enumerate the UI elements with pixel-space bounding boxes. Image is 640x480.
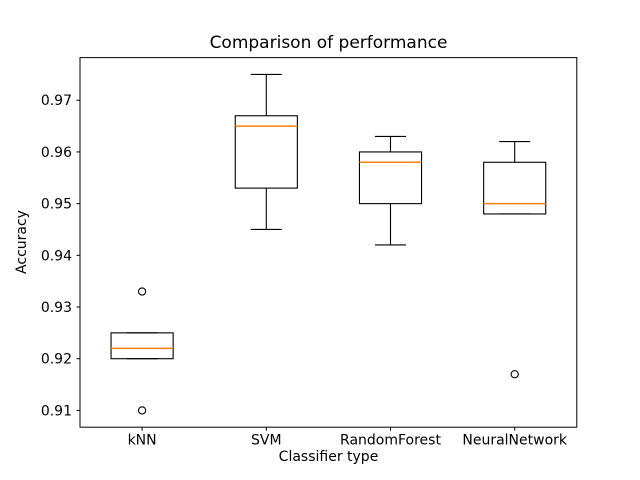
y-tick-label: 0.97 <box>41 93 72 109</box>
x-tick-label: SVM <box>251 433 282 449</box>
boxplot-randomforest-box <box>358 151 423 205</box>
boxplot-knn-outlier <box>137 406 147 415</box>
y-tick-label: 0.95 <box>41 197 72 213</box>
x-tick-label: RandomForest <box>340 433 441 449</box>
y-axis-label: Accuracy <box>14 210 30 274</box>
y-tick-label: 0.96 <box>41 145 72 161</box>
y-tick-label: 0.91 <box>41 403 72 419</box>
axes-frame <box>79 57 578 428</box>
boxplot-svm-box <box>234 115 298 189</box>
boxplot-neuralnetwork-box <box>483 161 547 215</box>
y-tick-label: 0.93 <box>41 300 72 316</box>
chart-title: Comparison of performance <box>209 33 448 53</box>
y-tick-label: 0.92 <box>41 352 72 368</box>
x-axis-label: Classifier type <box>278 449 379 465</box>
y-tick-label: 0.94 <box>41 248 72 264</box>
boxplot-neuralnetwork-outlier <box>510 370 519 379</box>
x-tick-label: kNN <box>128 433 157 449</box>
boxplot-knn-box <box>110 332 174 360</box>
boxplot-knn-outlier <box>137 287 147 296</box>
x-tick-label: NeuralNetwork <box>462 433 568 449</box>
